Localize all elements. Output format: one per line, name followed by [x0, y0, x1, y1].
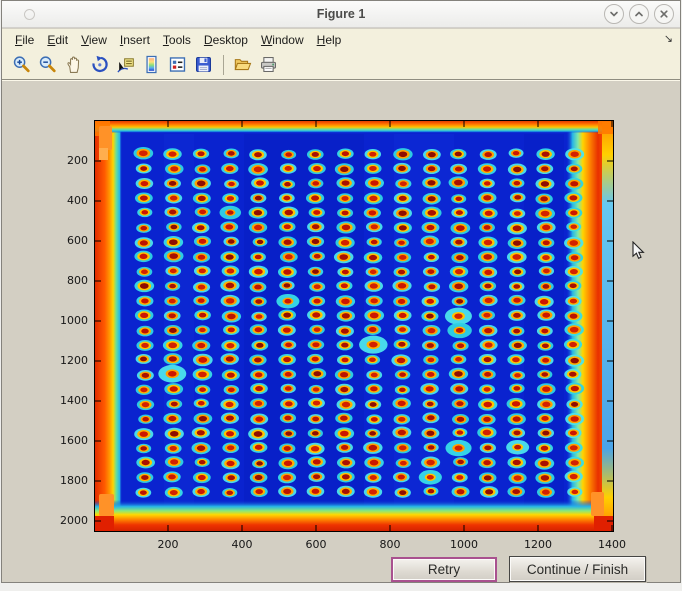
y-tick-label: 1400 — [60, 394, 88, 407]
toolbar-separator — [223, 54, 224, 75]
save-icon[interactable] — [191, 53, 215, 77]
menu-insert[interactable]: Insert — [119, 32, 150, 47]
shade-window-button[interactable] — [604, 4, 624, 24]
y-tick-label: 600 — [67, 234, 88, 247]
menu-bar: File Edit View Insert Tools Desktop Window Help — [2, 29, 680, 50]
window-title: Figure 1 — [316, 7, 366, 21]
colorbar-icon[interactable] — [139, 53, 163, 77]
y-tick-label: 800 — [67, 274, 88, 287]
y-tick-label: 2000 — [60, 514, 88, 527]
y-tick-label: 400 — [67, 194, 88, 207]
zoom-in-icon[interactable] — [9, 53, 33, 77]
window-menu-icon[interactable] — [24, 9, 35, 20]
x-tick-label: 1200 — [524, 538, 552, 551]
unshade-window-button[interactable] — [629, 4, 649, 24]
rotate-3d-icon[interactable] — [87, 53, 111, 77]
figure-canvas: 200 400 600 800 1000 1200 1400 1600 1800 2000 200… — [2, 82, 680, 582]
title-bar[interactable]: Figure 1 — [2, 1, 680, 28]
toolbar — [2, 50, 680, 80]
y-tick-label: 200 — [67, 154, 88, 167]
print-icon[interactable] — [256, 53, 280, 77]
y-tick-label: 1000 — [60, 314, 88, 327]
x-tick-label: 1000 — [450, 538, 478, 551]
menu-edit[interactable]: Edit — [47, 32, 69, 47]
window-controls — [604, 4, 674, 24]
menu-overflow-arrow-icon[interactable]: ↘ — [663, 33, 673, 45]
menu-desktop[interactable]: Desktop — [203, 32, 248, 47]
plot-area[interactable] — [94, 120, 614, 532]
data-cursor-icon[interactable] — [113, 53, 137, 77]
x-tick-label: 200 — [157, 538, 179, 551]
x-tick-label: 400 — [231, 538, 253, 551]
legend-icon[interactable] — [165, 53, 189, 77]
zoom-out-icon[interactable] — [35, 53, 59, 77]
menu-help[interactable]: Help — [316, 32, 342, 47]
plate-image — [94, 120, 614, 532]
x-tick-label: 800 — [379, 538, 401, 551]
menu-file[interactable]: File — [15, 32, 35, 47]
y-tick-label: 1200 — [60, 354, 88, 367]
y-tick-label: 1600 — [60, 434, 88, 447]
y-tick-label: 1800 — [60, 474, 88, 487]
open-icon[interactable] — [230, 53, 254, 77]
menu-tools[interactable]: Tools — [162, 32, 191, 47]
x-tick-label: 1400 — [598, 538, 626, 551]
continue-finish-button[interactable]: Continue / Finish — [509, 556, 646, 582]
menu-window[interactable]: Window — [260, 32, 304, 47]
mouse-cursor — [632, 241, 645, 260]
x-tick-label: 600 — [305, 538, 327, 551]
menu-view[interactable]: View — [81, 32, 107, 47]
close-window-button[interactable] — [654, 4, 674, 24]
retry-button[interactable]: Retry — [391, 557, 497, 582]
pan-icon[interactable] — [61, 53, 85, 77]
